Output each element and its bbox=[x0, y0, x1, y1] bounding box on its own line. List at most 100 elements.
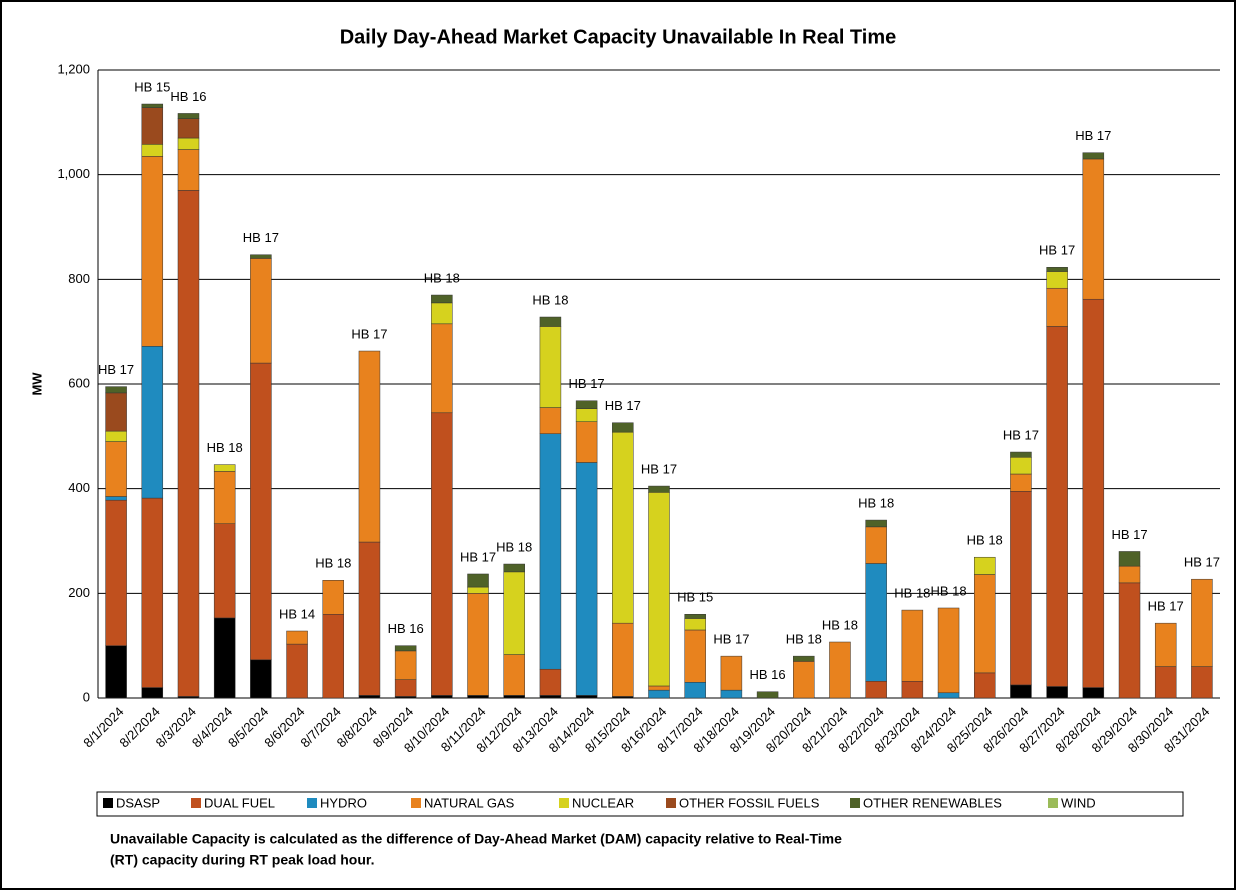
bar-label: HB 17 bbox=[569, 376, 605, 391]
legend-swatch bbox=[103, 798, 113, 808]
bar-segment bbox=[865, 681, 887, 699]
bar-segment bbox=[539, 668, 562, 696]
y-tick-label: 1,200 bbox=[57, 61, 90, 76]
bar-segment bbox=[720, 689, 743, 699]
legend-label: NUCLEAR bbox=[572, 795, 634, 810]
bar-segment bbox=[973, 556, 996, 575]
legend-swatch bbox=[191, 798, 201, 808]
bar-segment bbox=[648, 492, 670, 687]
bar-segment bbox=[141, 497, 164, 688]
bar-segment bbox=[1010, 451, 1032, 458]
bar-label: HB 16 bbox=[388, 621, 424, 636]
bar-segment bbox=[539, 695, 562, 699]
bar-label: HB 17 bbox=[605, 398, 641, 413]
bar-label: HB 18 bbox=[967, 533, 1003, 548]
y-tick-label: 0 bbox=[83, 689, 90, 704]
bar-segment bbox=[1082, 687, 1105, 699]
bar-segment bbox=[177, 113, 200, 119]
bar-segment bbox=[1046, 267, 1068, 272]
bar-segment bbox=[394, 650, 417, 680]
bar-segment bbox=[1082, 152, 1105, 160]
bar-segment bbox=[141, 144, 164, 157]
bar-segment bbox=[720, 655, 743, 691]
legend-swatch bbox=[411, 798, 421, 808]
bar-segment bbox=[431, 412, 453, 696]
y-tick-label: 600 bbox=[68, 375, 90, 390]
bar-segment bbox=[467, 593, 489, 696]
bar-label: HB 17 bbox=[351, 326, 387, 341]
bar-segment bbox=[684, 614, 706, 619]
note: (RT) capacity during RT peak load hour. bbox=[110, 852, 374, 868]
bar-segment bbox=[575, 695, 598, 699]
bar-label: HB 18 bbox=[315, 556, 351, 571]
bar-label: HB 17 bbox=[243, 230, 279, 245]
bar-segment bbox=[793, 661, 815, 699]
bar-segment bbox=[1191, 666, 1213, 699]
bar-label: HB 17 bbox=[1148, 599, 1184, 614]
bar-segment bbox=[865, 526, 887, 564]
bar-segment bbox=[177, 137, 200, 150]
bar-segment bbox=[467, 573, 489, 588]
bar-segment bbox=[575, 421, 598, 463]
bar-label: HB 18 bbox=[930, 583, 966, 598]
bar-segment bbox=[1010, 491, 1032, 686]
bar-segment bbox=[503, 563, 525, 573]
bar-segment bbox=[105, 430, 127, 442]
bar-segment bbox=[431, 323, 453, 414]
bar-label: HB 15 bbox=[677, 590, 713, 605]
bar-segment bbox=[612, 431, 634, 624]
bar-segment bbox=[141, 346, 164, 499]
bar-label: HB 18 bbox=[532, 292, 568, 307]
bar-segment bbox=[1082, 158, 1105, 300]
bar-segment bbox=[358, 695, 381, 699]
bar-segment bbox=[612, 622, 634, 697]
bar-segment bbox=[1010, 457, 1032, 475]
y-tick-label: 400 bbox=[68, 480, 90, 495]
bar-segment bbox=[1082, 298, 1105, 688]
bar-segment bbox=[213, 464, 236, 472]
bar-segment bbox=[394, 645, 417, 652]
legend-swatch bbox=[1048, 798, 1058, 808]
bar-segment bbox=[1154, 622, 1177, 667]
bar-segment bbox=[575, 408, 598, 422]
legend-label: DSASP bbox=[116, 795, 160, 810]
bar-segment bbox=[250, 659, 272, 699]
legend-label: OTHER RENEWABLES bbox=[863, 795, 1002, 810]
bar-segment bbox=[358, 541, 381, 696]
legend-label: NATURAL GAS bbox=[424, 795, 515, 810]
bar-label: HB 15 bbox=[134, 79, 170, 94]
legend-label: DUAL FUEL bbox=[204, 795, 275, 810]
bar-segment bbox=[539, 433, 562, 670]
bar-segment bbox=[431, 695, 453, 699]
bar-segment bbox=[973, 672, 996, 699]
bar-segment bbox=[539, 407, 562, 434]
y-tick-label: 1,000 bbox=[57, 166, 90, 181]
bar-label: HB 16 bbox=[170, 89, 206, 104]
bar-segment bbox=[322, 580, 345, 615]
bar-label: HB 18 bbox=[424, 270, 460, 285]
bar-segment bbox=[1118, 565, 1141, 584]
bar-segment bbox=[1010, 684, 1032, 699]
legend-swatch bbox=[559, 798, 569, 808]
bar-segment bbox=[684, 618, 706, 631]
bar-segment bbox=[503, 571, 525, 655]
bar-segment bbox=[575, 400, 598, 409]
bar-segment bbox=[648, 685, 670, 691]
bar-segment bbox=[648, 689, 670, 699]
bar-segment bbox=[1118, 582, 1141, 699]
bar-segment bbox=[865, 519, 887, 528]
y-axis-label: MW bbox=[29, 372, 44, 396]
bar-segment bbox=[1118, 551, 1141, 567]
bar-segment bbox=[105, 499, 127, 646]
bar-segment bbox=[286, 643, 308, 699]
bar-segment bbox=[141, 107, 164, 145]
legend-label: OTHER FOSSIL FUELS bbox=[679, 795, 820, 810]
legend-swatch bbox=[666, 798, 676, 808]
bar-label: HB 14 bbox=[279, 606, 315, 621]
bar-segment bbox=[1010, 473, 1032, 492]
bar-segment bbox=[937, 607, 960, 694]
legend-swatch bbox=[850, 798, 860, 808]
bar-segment bbox=[1154, 666, 1177, 699]
chart-title: Daily Day-Ahead Market Capacity Unavaila… bbox=[340, 26, 897, 48]
legend-swatch bbox=[307, 798, 317, 808]
